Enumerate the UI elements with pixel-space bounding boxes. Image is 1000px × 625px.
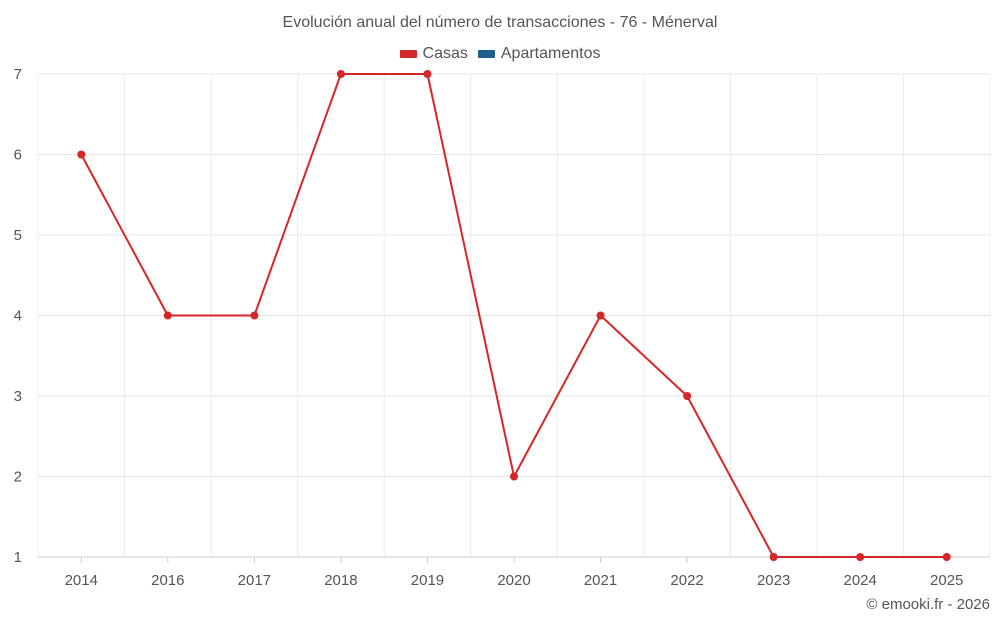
data-point-casas-2014 (77, 150, 86, 159)
x-tick-label-2014: 2014 (65, 572, 98, 589)
x-tick-label-2022: 2022 (670, 572, 703, 589)
x-tick-label-2021: 2021 (584, 572, 617, 589)
y-tick-label-6: 6 (14, 147, 22, 164)
y-tick-label-5: 5 (14, 227, 22, 244)
legend-item-apartamentos[interactable]: Apartamentos (477, 45, 601, 63)
legend: Casas Apartamentos (0, 45, 1000, 63)
x-tick-label-2020: 2020 (497, 572, 530, 589)
legend-label-casas: Casas (422, 45, 468, 62)
data-point-casas-2024 (856, 553, 865, 561)
x-tick-label-2016: 2016 (151, 572, 184, 589)
legend-swatch-apartamentos (477, 50, 495, 58)
series (77, 70, 951, 561)
x-tick-label-2024: 2024 (843, 572, 876, 589)
y-tick-label-3: 3 (14, 388, 22, 405)
credit-text: © emooki.fr - 2026 (866, 596, 990, 613)
data-point-casas-2020 (510, 472, 518, 481)
data-point-casas-2018 (336, 70, 345, 78)
x-tick-label-2017: 2017 (238, 572, 271, 589)
x-tick-label-2018: 2018 (324, 572, 357, 589)
x-tick-label-2019: 2019 (411, 572, 444, 589)
data-point-casas-2023 (769, 553, 778, 561)
data-point-casas-2017 (250, 311, 259, 320)
legend-item-casas[interactable]: Casas (399, 45, 468, 63)
axes: 1 2 3 4 5 6 7 2014 2016 2017 2018 2019 2020 2021 2022 2… (14, 66, 990, 589)
y-tick-label-4: 4 (14, 308, 22, 325)
grid (37, 73, 991, 558)
x-tick-label-2025: 2025 (930, 572, 963, 589)
y-tick-label-1: 1 (14, 549, 22, 566)
data-point-casas-2016 (163, 311, 172, 320)
chart-title: Evolución anual del número de transaccio… (282, 14, 718, 31)
y-tick-label-7: 7 (14, 66, 22, 83)
legend-swatch-casas (399, 50, 417, 58)
y-tick-label-2: 2 (14, 469, 22, 486)
x-tick-label-2023: 2023 (757, 572, 790, 589)
data-point-casas-2022 (683, 392, 692, 400)
data-point-casas-2021 (596, 311, 605, 320)
legend-label-apartamentos: Apartamentos (500, 45, 601, 62)
data-point-casas-2025 (942, 553, 951, 561)
data-point-casas-2019 (423, 70, 432, 78)
